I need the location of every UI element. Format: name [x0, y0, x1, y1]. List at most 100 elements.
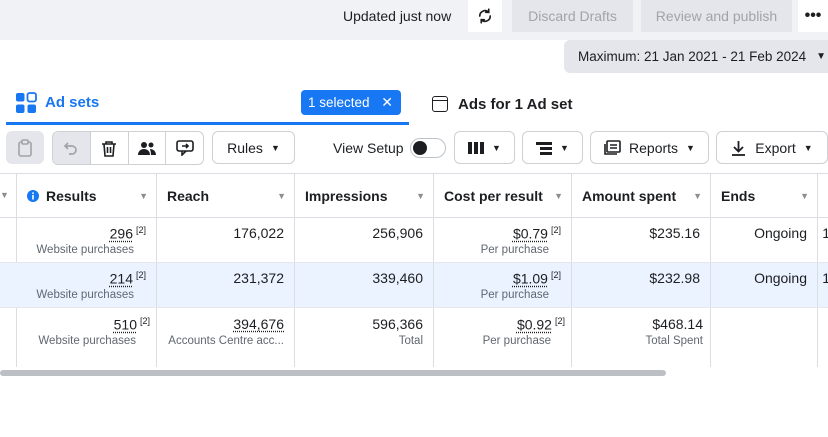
total-amount-spent-type: Total Spent [645, 335, 703, 347]
delete-button[interactable] [91, 132, 129, 164]
total-impressions-type: Total [398, 335, 423, 347]
refresh-button[interactable] [468, 0, 502, 32]
view-setup-label: View Setup [333, 140, 404, 156]
toggle-knob [413, 141, 427, 155]
trash-icon [102, 140, 117, 157]
impressions-value: 256,906 [372, 225, 423, 241]
edit-actions-group [52, 131, 204, 165]
results-value[interactable]: 214 [109, 270, 133, 287]
cost-per-result-value[interactable]: $1.09 [512, 270, 548, 287]
chevron-down-icon: ▼ [803, 142, 813, 153]
undo-icon [64, 142, 78, 155]
active-tab-indicator [6, 122, 409, 125]
footnote-marker: [2] [550, 225, 561, 235]
total-results-value[interactable]: 510 [113, 316, 137, 333]
columns-dropdown[interactable]: ▼ [454, 131, 515, 164]
reach-value: 176,022 [233, 225, 284, 241]
results-value[interactable]: 296 [109, 225, 133, 242]
tab-ads[interactable] [420, 84, 828, 126]
header-cpr-label: Cost per result [444, 188, 543, 204]
date-range-picker[interactable]: Maximum: 21 Jan 2021 - 21 Feb 2024 ▼ [564, 40, 828, 73]
chevron-down-icon: ▼ [270, 142, 280, 153]
cost-per-result-type: Per purchase [480, 244, 549, 256]
chevron-down-icon: ▼ [416, 191, 425, 201]
reports-icon [604, 140, 621, 155]
chevron-down-icon: ▼ [800, 191, 809, 201]
results-type: Website purchases [36, 244, 134, 256]
table-row[interactable]: 214 [2] Website purchases 231,372 339,460… [0, 263, 828, 308]
tab-ads-label: Ads for 1 Ad set [458, 96, 573, 113]
impressions-value: 339,460 [372, 270, 423, 286]
breakdown-dropdown[interactable]: ▼ [522, 131, 583, 164]
header-results-label: Results [46, 188, 97, 204]
reach-value: 231,372 [233, 270, 284, 286]
footnote-marker: [2] [554, 316, 565, 326]
columns-icon [468, 141, 485, 154]
export-dropdown[interactable]: Export ▼ [716, 131, 828, 164]
duplicate-button[interactable] [6, 131, 44, 164]
chevron-down-icon: ▼ [560, 142, 569, 153]
column-header-results[interactable]: Results ▼ [17, 174, 157, 218]
cost-per-result-value[interactable]: $0.79 [512, 225, 548, 242]
horizontal-scrollbar[interactable] [0, 370, 666, 376]
refresh-icon [478, 8, 492, 24]
column-header-cost-per-result[interactable]: Cost per result ▼ [434, 174, 572, 218]
ad-sets-icon [16, 92, 37, 113]
footnote-marker: [2] [139, 316, 150, 326]
undo-button[interactable] [53, 132, 91, 164]
total-results-type: Website purchases [38, 335, 136, 347]
discard-drafts-button[interactable]: Discard Drafts [512, 0, 633, 32]
date-range-label: Maximum: 21 Jan 2021 - 21 Feb 2024 [578, 49, 807, 64]
ab-test-button[interactable] [166, 132, 203, 164]
review-publish-button[interactable]: Review and publish [641, 0, 792, 32]
chevron-down-icon: ▼ [139, 191, 148, 201]
results-type: Website purchases [36, 289, 134, 301]
total-reach-type: Accounts Centre acc... [168, 335, 284, 347]
amount-spent-value: $235.16 [649, 225, 700, 241]
breakdown-icon [536, 141, 553, 155]
test-icon [175, 140, 194, 156]
total-cost-per-result-type: Per purchase [482, 335, 551, 347]
column-header-amount-spent[interactable]: Amount spent ▼ [572, 174, 711, 218]
header-spent-label: Amount spent [582, 188, 677, 204]
table-row[interactable]: 296 [2] Website purchases 176,022 256,906… [0, 218, 828, 263]
info-icon [27, 190, 39, 202]
footnote-marker: [2] [135, 225, 146, 235]
audience-button[interactable] [129, 132, 167, 164]
search-filter-bar[interactable] [0, 40, 558, 73]
total-cost-per-result-value[interactable]: $0.92 [516, 316, 552, 333]
next-column-value: 1 [822, 270, 828, 286]
tab-ad-sets-label: Ad sets [45, 94, 100, 111]
ends-value: Ongoing [754, 225, 807, 241]
more-options-button[interactable]: ••• [798, 0, 828, 32]
people-icon [137, 142, 156, 155]
reports-dropdown[interactable]: Reports ▼ [590, 131, 709, 164]
rules-dropdown[interactable]: Rules ▼ [212, 131, 295, 164]
chevron-down-icon: ▼ [492, 142, 501, 153]
chevron-down-icon: ▼ [554, 191, 563, 201]
export-label: Export [755, 139, 796, 156]
ends-value: Ongoing [754, 270, 807, 286]
chevron-down-icon: ▼ [816, 51, 826, 62]
column-header-reach[interactable]: Reach ▼ [157, 174, 295, 218]
update-status: Updated just now [343, 8, 452, 24]
close-icon[interactable]: ✕ [381, 94, 393, 110]
chevron-down-icon: ▼ [693, 191, 702, 201]
cost-per-result-type: Per purchase [480, 289, 549, 301]
selection-chip[interactable]: 1 selected ✕ [301, 90, 401, 115]
footnote-marker: [2] [550, 270, 561, 280]
total-amount-spent-value: $468.14 [652, 316, 703, 332]
rules-label: Rules [227, 139, 263, 156]
header-reach-label: Reach [167, 188, 210, 204]
total-reach-value[interactable]: 394,676 [233, 316, 284, 332]
column-header-ends[interactable]: Ends ▼ [711, 174, 818, 218]
footnote-marker: [2] [135, 270, 146, 280]
column-header-impressions[interactable]: Impressions ▼ [295, 174, 434, 218]
table-header [0, 174, 828, 218]
header-ends-label: Ends [721, 188, 756, 204]
chevron-down-icon: ▼ [686, 142, 695, 153]
ad-icon [432, 96, 448, 112]
selection-count: 1 selected [308, 95, 370, 110]
download-icon [732, 140, 746, 156]
view-setup-toggle[interactable] [410, 138, 446, 158]
